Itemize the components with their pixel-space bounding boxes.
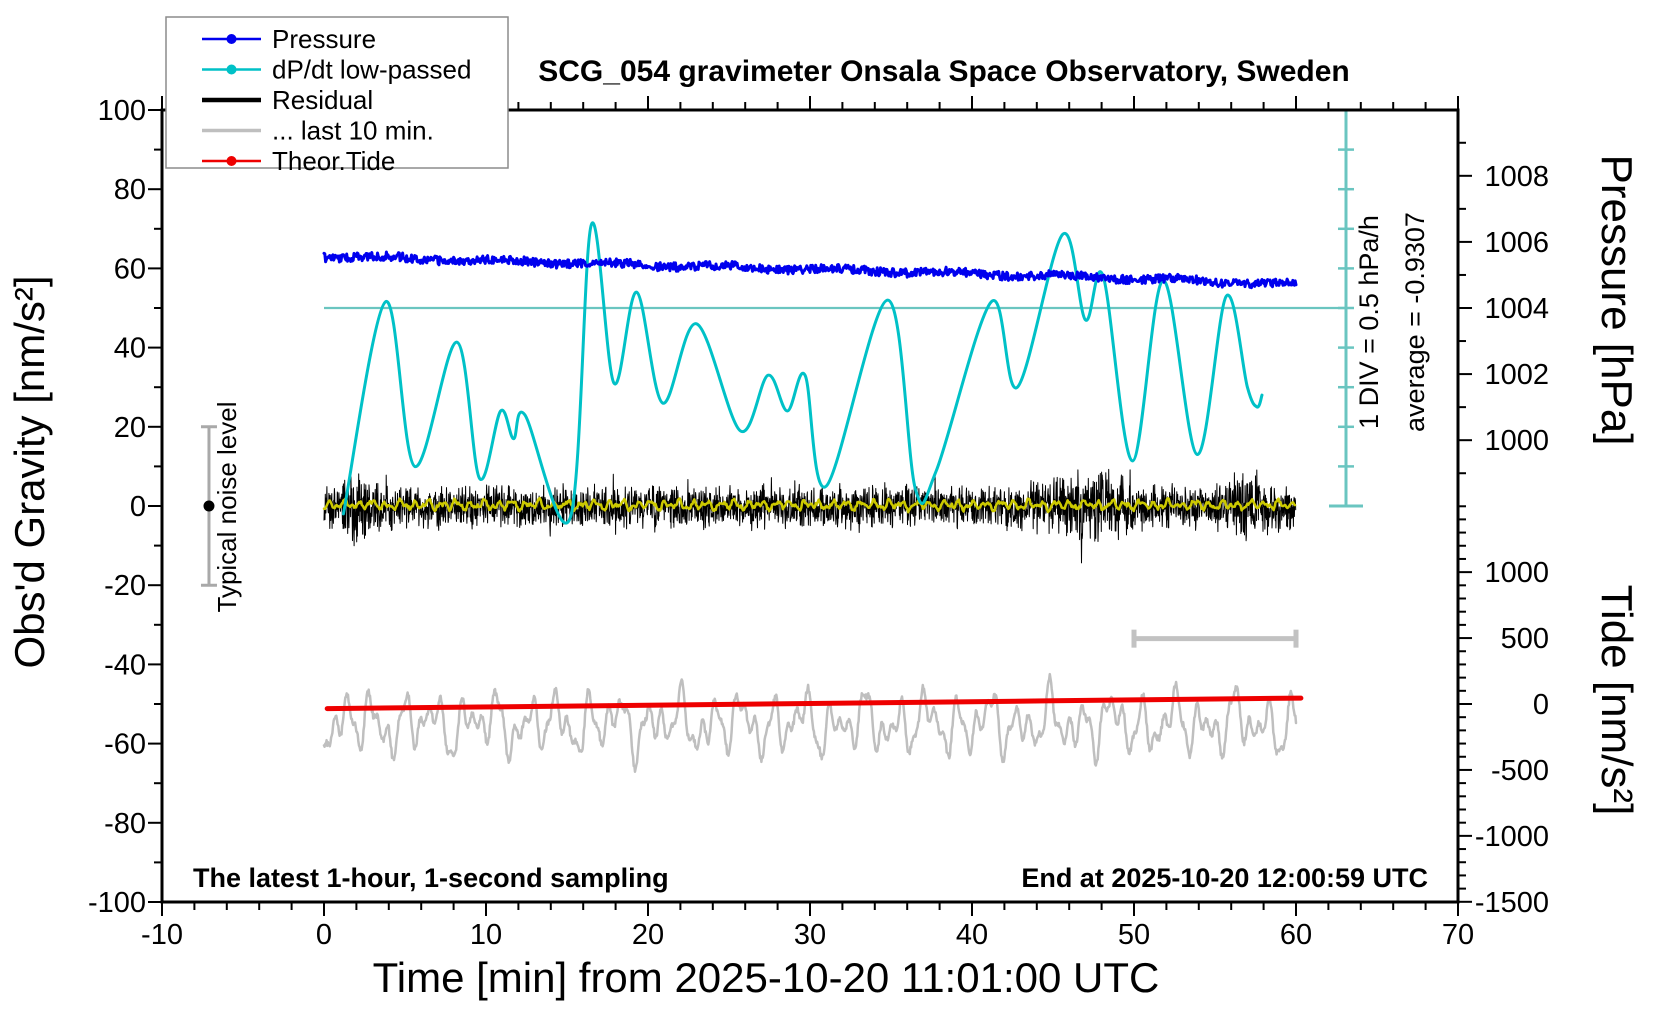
y-left-tick-label: 20 bbox=[114, 412, 146, 444]
legend-item-label: Pressure bbox=[272, 24, 376, 54]
pressure-curve bbox=[322, 250, 1298, 290]
legend-item-label: ... last 10 min. bbox=[272, 116, 434, 146]
legend-sample-dot bbox=[226, 156, 237, 166]
x-tick-label: 70 bbox=[1442, 919, 1474, 951]
tide-tick-label: 0 bbox=[1533, 689, 1549, 721]
y-right-tide-label: Tide [nm/s²] bbox=[1592, 585, 1641, 816]
x-tick-label: 30 bbox=[794, 919, 826, 951]
x-tick-label: 60 bbox=[1280, 919, 1312, 951]
legend-box bbox=[165, 16, 509, 169]
y-left-tick-label: -60 bbox=[104, 729, 146, 761]
pressure-tick-label: 1008 bbox=[1484, 161, 1549, 193]
tide-tick-label: -1000 bbox=[1475, 821, 1549, 853]
markers-layer bbox=[200, 425, 1299, 648]
residual-curve bbox=[323, 468, 1297, 564]
div-scale-note: 1 DIV = 0.5 hPa/h bbox=[1354, 215, 1384, 429]
pressure-tick-label: 1004 bbox=[1484, 293, 1549, 325]
average-note: average = -0.9307 bbox=[1400, 212, 1430, 432]
last10min-curve bbox=[322, 672, 1298, 773]
pressure-tick-label: 1002 bbox=[1484, 359, 1549, 391]
y-left-tick-label: -80 bbox=[104, 808, 146, 840]
tide-tick-label: 1000 bbox=[1484, 557, 1549, 589]
y-left-axis-label: Obs'd Gravity [nm/s²] bbox=[6, 275, 53, 668]
x-tick-label: 0 bbox=[316, 919, 332, 951]
x-tick-label: -10 bbox=[141, 919, 183, 951]
y-left-tick-label: -20 bbox=[104, 570, 146, 602]
tide-tick-label: -1500 bbox=[1475, 887, 1549, 919]
tide-tick-label: -500 bbox=[1491, 755, 1549, 787]
x-tick-label: 40 bbox=[956, 919, 988, 951]
x-tick-label: 10 bbox=[470, 919, 502, 951]
x-tick-label: 50 bbox=[1118, 919, 1150, 951]
y-left-tick-label: 0 bbox=[130, 491, 146, 523]
end-time-note: End at 2025-10-20 12:00:59 UTC bbox=[1021, 863, 1428, 893]
axis-ticks-layer: -10 0 10 20 30 40 50 60 70-100-80-60-40-20020406… bbox=[88, 95, 1549, 951]
data-curves-layer bbox=[322, 221, 1304, 773]
dpdt-curve bbox=[341, 221, 1264, 525]
legend-item-label: Residual bbox=[272, 85, 373, 115]
tide-tick-label: 500 bbox=[1501, 623, 1549, 655]
y-left-tick-label: -40 bbox=[104, 649, 146, 681]
x-axis-label: Time [min] from 2025-10-20 11:01:00 UTC bbox=[373, 954, 1160, 1001]
y-right-pressure-label: Pressure [hPa] bbox=[1592, 154, 1641, 445]
x-tick-label: 20 bbox=[632, 919, 664, 951]
legend-sample-dot bbox=[226, 64, 237, 75]
typical-noise-level-label: Typical noise level bbox=[212, 402, 242, 613]
pressure-tick-label: 1006 bbox=[1484, 227, 1549, 259]
y-left-tick-label: 100 bbox=[98, 95, 146, 127]
y-left-tick-label: 80 bbox=[114, 174, 146, 206]
legend-item-label: dP/dt low-passed bbox=[272, 55, 471, 85]
residual-lowpass-curve bbox=[322, 496, 1297, 514]
sampling-note: The latest 1-hour, 1-second sampling bbox=[193, 863, 669, 893]
legend-item-label: Theor.Tide bbox=[272, 146, 395, 176]
y-left-tick-label: -100 bbox=[88, 887, 146, 919]
noise-level-dot bbox=[203, 500, 215, 512]
theor-tide-curve bbox=[324, 695, 1304, 712]
y-left-tick-label: 40 bbox=[114, 333, 146, 365]
plot-border bbox=[160, 108, 1460, 904]
y-left-tick-label: 60 bbox=[114, 253, 146, 285]
pressure-tick-label: 1000 bbox=[1484, 425, 1549, 457]
legend-sample-dot bbox=[226, 34, 237, 44]
dpdt-scale-layer bbox=[324, 108, 1363, 508]
chart-title: SCG_054 gravimeter Onsala Space Observat… bbox=[538, 55, 1350, 88]
